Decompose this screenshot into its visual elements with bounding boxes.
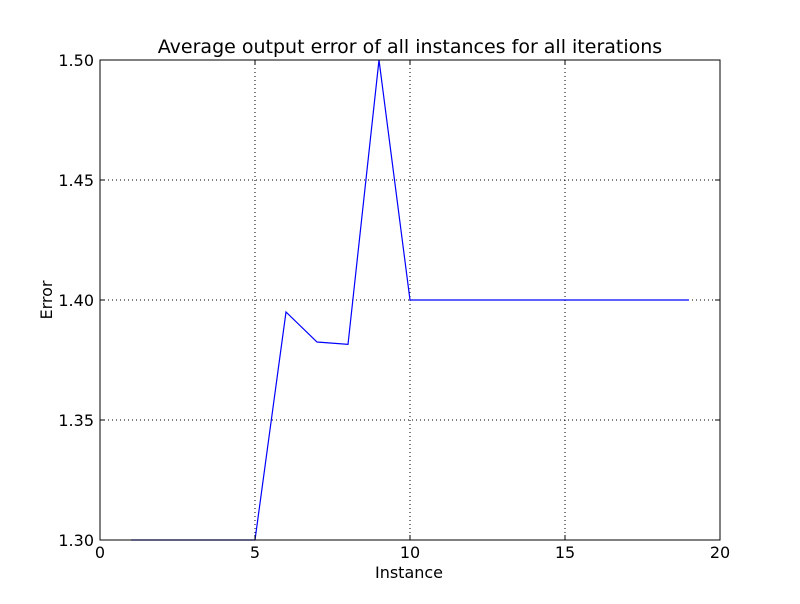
y-tick-label: 1.30	[58, 531, 94, 550]
y-tick-label: 1.50	[58, 51, 94, 70]
y-axis-title: Error	[37, 280, 56, 319]
x-tick-label: 20	[710, 543, 730, 562]
x-tick-label: 10	[400, 543, 420, 562]
x-axis-title: Instance	[375, 563, 443, 582]
x-tick-label: 0	[95, 543, 105, 562]
axes: 0 5 10 15 20 1.30 1.35 1.40 1.45 1.50	[58, 51, 730, 562]
x-tick-label: 15	[555, 543, 575, 562]
chart-title: Average output error of all instances fo…	[158, 36, 662, 58]
x-tick-label: 5	[250, 543, 260, 562]
y-tick-label: 1.35	[58, 411, 94, 430]
y-tick-label: 1.45	[58, 171, 94, 190]
y-tick-label: 1.40	[58, 291, 94, 310]
